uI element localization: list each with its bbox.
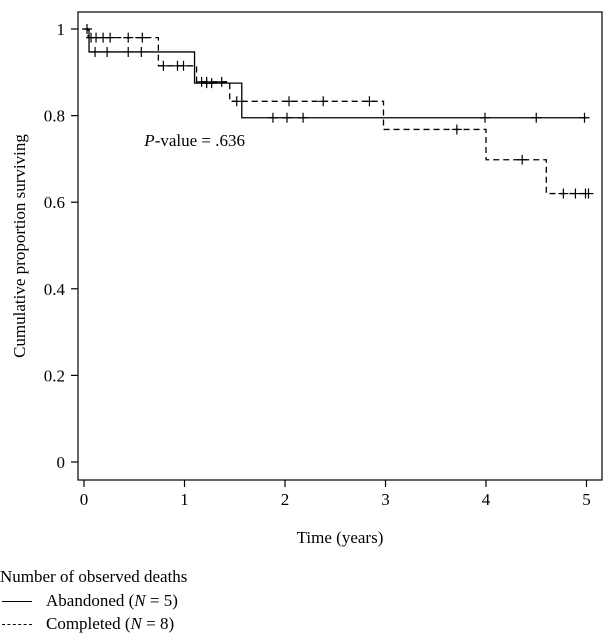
- x-axis-label: Time (years): [297, 528, 384, 547]
- solid-line-swatch: [2, 600, 32, 602]
- censor-mark-completed: [137, 32, 148, 43]
- x-tick-label: 5: [582, 490, 591, 509]
- censor-mark-completed: [231, 96, 242, 107]
- legend-label-completed: Completed (N = 8): [46, 614, 175, 633]
- dashed-line-swatch: [2, 623, 32, 625]
- censor-mark-abandoned: [102, 46, 113, 57]
- y-axis-label: Cumulative proportion surviving: [10, 134, 29, 358]
- x-tick-label: 2: [281, 490, 290, 509]
- censor-mark-abandoned: [579, 112, 590, 123]
- censor-mark-completed: [105, 32, 116, 43]
- axes: [71, 11, 603, 487]
- plot-frame: [77, 11, 603, 481]
- censor-mark-completed: [558, 188, 569, 199]
- censor-mark-abandoned: [206, 78, 217, 89]
- censor-mark-completed: [318, 96, 329, 107]
- censor-mark-completed: [570, 188, 581, 199]
- y-tick-label: 0.8: [44, 107, 65, 126]
- censor-marks: [82, 24, 594, 199]
- survival-chart: 0 1 2 3 4 5 0 0.2 0.4 0.6 0.8 1 Time (years) Cumulati…: [10, 11, 603, 547]
- y-tick-label: 0.6: [44, 193, 65, 212]
- x-tick-label: 1: [180, 490, 189, 509]
- censor-mark-completed: [158, 60, 169, 71]
- censor-mark-abandoned: [136, 46, 147, 57]
- series-line-completed: [84, 28, 587, 195]
- censor-mark-completed: [216, 76, 227, 87]
- censor-mark-completed: [178, 60, 189, 71]
- y-tick-label: 0.2: [44, 366, 65, 385]
- x-tick-label: 3: [381, 490, 390, 509]
- censor-mark-abandoned: [267, 112, 278, 123]
- labels-layer: 0 1 2 3 4 5 0 0.2 0.4 0.6 0.8 1 Time (years) Cumulati…: [10, 20, 591, 547]
- legend-title: Number of observed deaths: [0, 567, 188, 586]
- series-layer: [84, 28, 587, 195]
- x-tick-label: 0: [80, 490, 89, 509]
- censor-mark-abandoned: [531, 112, 542, 123]
- censor-mark-completed: [284, 96, 295, 107]
- censor-mark-abandoned: [123, 46, 134, 57]
- legend-item-completed: Completed (N = 8): [2, 614, 174, 634]
- legend-item-abandoned: Abandoned (N = 5): [2, 591, 178, 611]
- censor-mark-abandoned: [298, 112, 309, 123]
- p-value-annotation: P-value = .636: [143, 131, 245, 150]
- censor-mark-completed: [201, 76, 212, 87]
- series-line-abandoned: [84, 28, 587, 119]
- y-tick-label: 0.4: [44, 280, 66, 299]
- censor-mark-abandoned: [82, 24, 93, 34]
- legend-label-abandoned: Abandoned (N = 5): [46, 591, 178, 610]
- y-tick-label: 0: [57, 453, 66, 472]
- censor-mark-completed: [451, 124, 462, 135]
- y-tick-label: 1: [57, 20, 66, 39]
- censor-mark-completed: [517, 154, 528, 165]
- censor-mark-abandoned: [479, 112, 490, 123]
- censor-mark-completed: [583, 188, 594, 199]
- censor-mark-completed: [123, 32, 134, 43]
- x-tick-label: 4: [482, 490, 491, 509]
- censor-mark-abandoned: [90, 46, 101, 57]
- censor-mark-abandoned: [282, 112, 293, 123]
- censor-mark-completed: [364, 96, 375, 107]
